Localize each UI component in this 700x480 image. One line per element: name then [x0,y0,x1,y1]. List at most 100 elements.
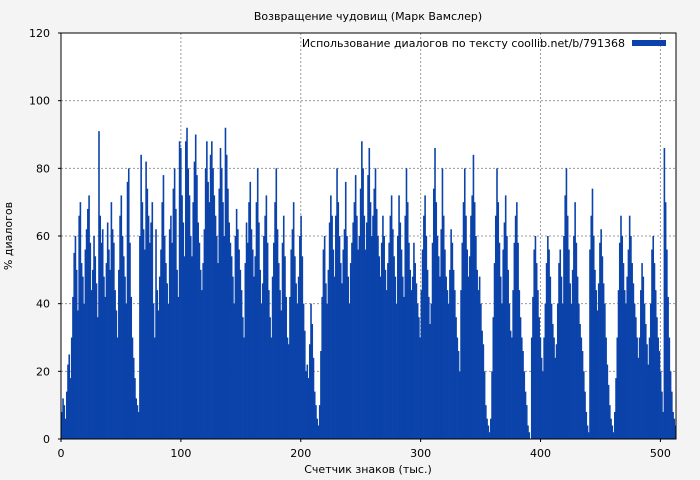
bar [119,215,121,439]
bar [470,215,472,439]
bar [192,202,195,439]
bar [140,154,142,440]
bar [64,418,67,439]
bar [434,148,436,439]
bar [454,290,456,439]
bar [395,303,398,439]
bar [237,229,239,439]
bar [610,418,612,439]
bar [664,202,667,439]
bar [585,411,588,439]
bar [555,344,558,439]
bar [294,256,296,439]
bar [514,215,517,439]
bar [292,202,295,439]
bar [157,310,160,439]
bar [92,269,94,439]
bar [370,236,373,439]
bar [424,195,426,439]
bar [336,168,338,439]
bar [197,222,199,439]
bar [201,290,203,439]
bar [211,141,213,439]
bar [261,283,264,439]
bar [152,303,155,439]
bar [270,337,273,439]
bar [522,351,524,439]
bar [530,337,533,439]
bar [342,249,345,439]
bar [540,357,543,439]
bar [637,357,640,439]
bar [612,432,615,439]
bar [367,175,369,439]
bar [672,411,674,439]
bar [126,181,129,439]
bar [372,215,374,439]
bar [348,303,351,439]
bar [400,249,403,439]
bar [506,236,508,439]
bar [461,242,464,439]
bar [173,168,176,439]
x-tick-label: 100 [170,447,191,460]
bar [224,127,227,439]
bar [245,222,248,439]
bar [306,364,309,439]
bar [156,290,159,439]
bar [432,188,435,439]
bar [357,249,359,439]
bar [643,303,646,439]
bar [507,269,509,439]
bar [136,405,139,439]
bar [343,229,346,439]
bar [460,290,462,439]
bar [333,276,336,439]
legend-label: Использование диалогов по тексту coollib… [302,37,625,50]
bar [673,418,676,439]
bar [544,303,547,439]
bar [96,317,99,439]
bar [549,276,552,439]
bar [499,276,502,439]
bar [564,195,566,439]
bar [328,222,331,439]
bar [566,215,569,439]
bar [669,371,672,439]
bar [426,269,429,439]
bar [649,303,652,439]
bar [397,236,399,439]
bar [560,276,563,439]
bar [590,215,593,439]
bar [172,188,175,439]
bar [477,290,480,439]
bar [457,351,460,439]
bar [497,202,500,439]
bar [243,337,245,439]
bar [440,229,443,439]
bar [615,378,617,439]
bar [202,263,204,439]
bar [127,168,130,439]
bar [502,249,504,439]
bar [633,303,636,439]
bar [250,229,253,439]
bar [304,330,306,439]
bar [578,303,580,439]
bar [468,256,471,439]
bar [616,337,619,439]
bar [269,317,271,439]
bar [155,229,157,439]
bar [480,303,482,439]
bar [553,337,555,439]
bar [129,242,131,439]
bar [628,215,631,439]
bar [68,354,71,439]
bar [609,405,611,439]
bar [411,276,414,439]
bar [627,249,630,439]
bar [597,283,600,439]
bar [584,391,586,439]
bar [638,337,641,439]
bar [459,371,461,439]
